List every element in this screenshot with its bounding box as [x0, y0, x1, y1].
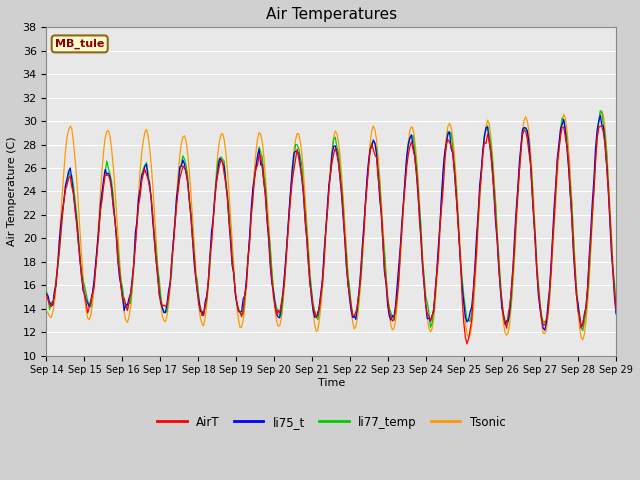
Title: Air Temperatures: Air Temperatures [266, 7, 397, 22]
X-axis label: Time: Time [317, 378, 345, 388]
Y-axis label: Air Temperature (C): Air Temperature (C) [7, 137, 17, 246]
Legend: AirT, li75_t, li77_temp, Tsonic: AirT, li75_t, li77_temp, Tsonic [152, 411, 510, 433]
Text: MB_tule: MB_tule [55, 39, 104, 49]
